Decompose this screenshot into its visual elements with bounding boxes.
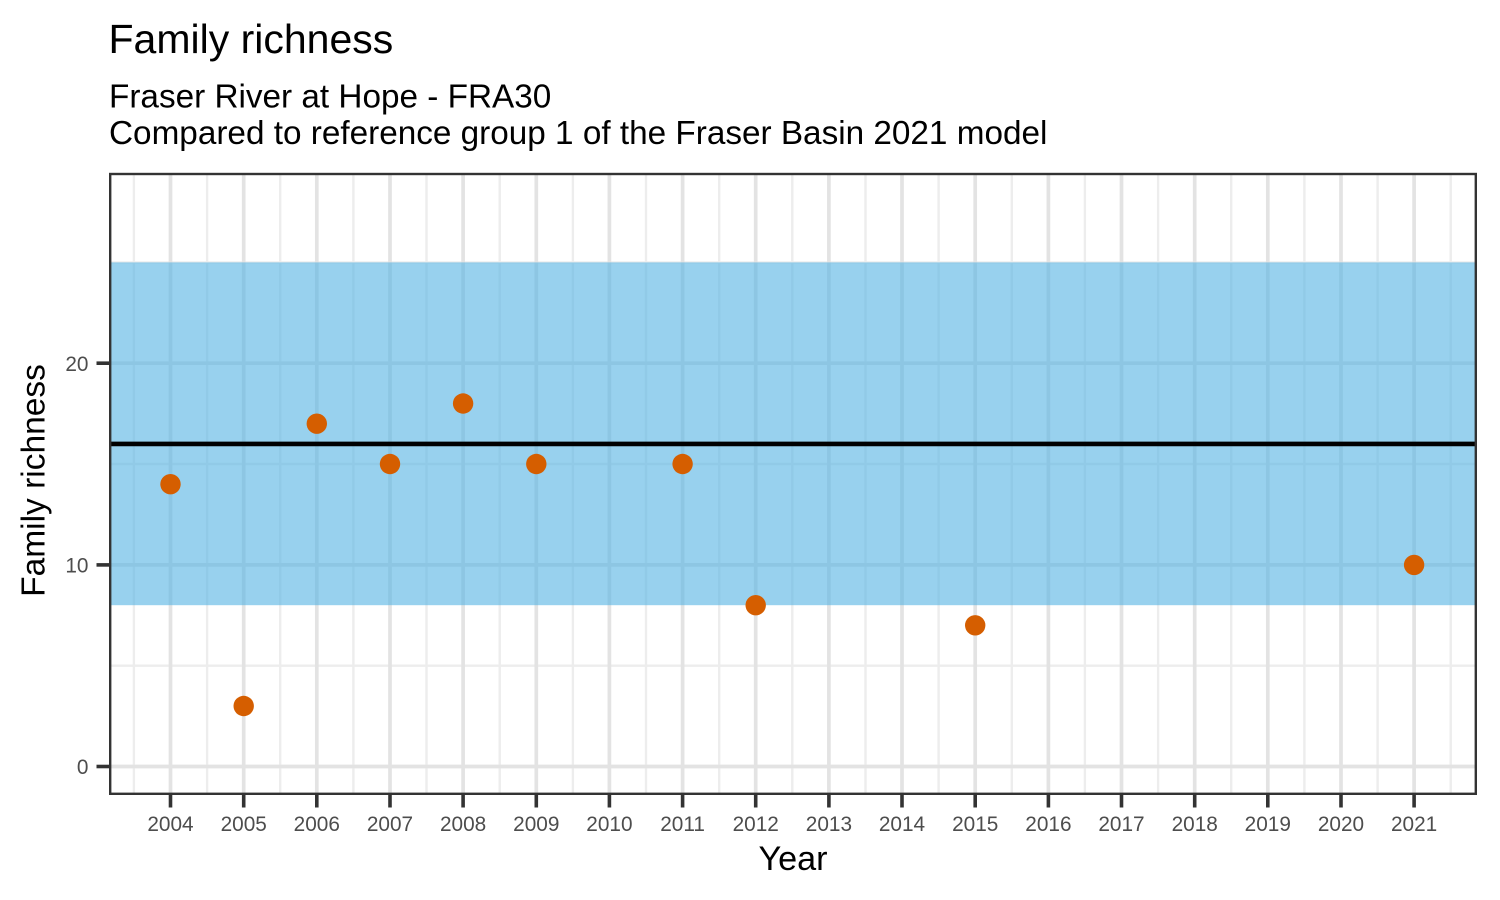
svg-text:2014: 2014 xyxy=(879,813,925,836)
svg-text:2020: 2020 xyxy=(1318,813,1364,836)
svg-text:2004: 2004 xyxy=(147,813,193,836)
svg-text:2005: 2005 xyxy=(221,813,267,836)
svg-text:2015: 2015 xyxy=(952,813,998,836)
svg-text:Family richness: Family richness xyxy=(16,364,53,597)
svg-text:Compared to reference group 1: Compared to reference group 1 of the Fra… xyxy=(109,115,1047,152)
svg-text:2017: 2017 xyxy=(1098,813,1144,836)
svg-text:Fraser River at Hope - FRA30: Fraser River at Hope - FRA30 xyxy=(109,79,551,116)
svg-text:2016: 2016 xyxy=(1025,813,1071,836)
svg-text:2006: 2006 xyxy=(294,813,340,836)
svg-text:0: 0 xyxy=(77,756,89,779)
svg-text:2008: 2008 xyxy=(440,813,486,836)
svg-text:2010: 2010 xyxy=(586,813,632,836)
svg-text:2018: 2018 xyxy=(1172,813,1218,836)
svg-text:Family richness: Family richness xyxy=(109,16,394,62)
svg-text:2007: 2007 xyxy=(367,813,413,836)
svg-text:20: 20 xyxy=(65,353,88,376)
svg-text:2021: 2021 xyxy=(1391,813,1437,836)
svg-text:2019: 2019 xyxy=(1245,813,1291,836)
svg-text:2011: 2011 xyxy=(660,813,705,836)
svg-text:2013: 2013 xyxy=(806,813,852,836)
svg-text:2012: 2012 xyxy=(733,813,779,836)
svg-text:10: 10 xyxy=(65,555,88,578)
svg-text:2009: 2009 xyxy=(513,813,559,836)
svg-text:Year: Year xyxy=(758,840,827,878)
